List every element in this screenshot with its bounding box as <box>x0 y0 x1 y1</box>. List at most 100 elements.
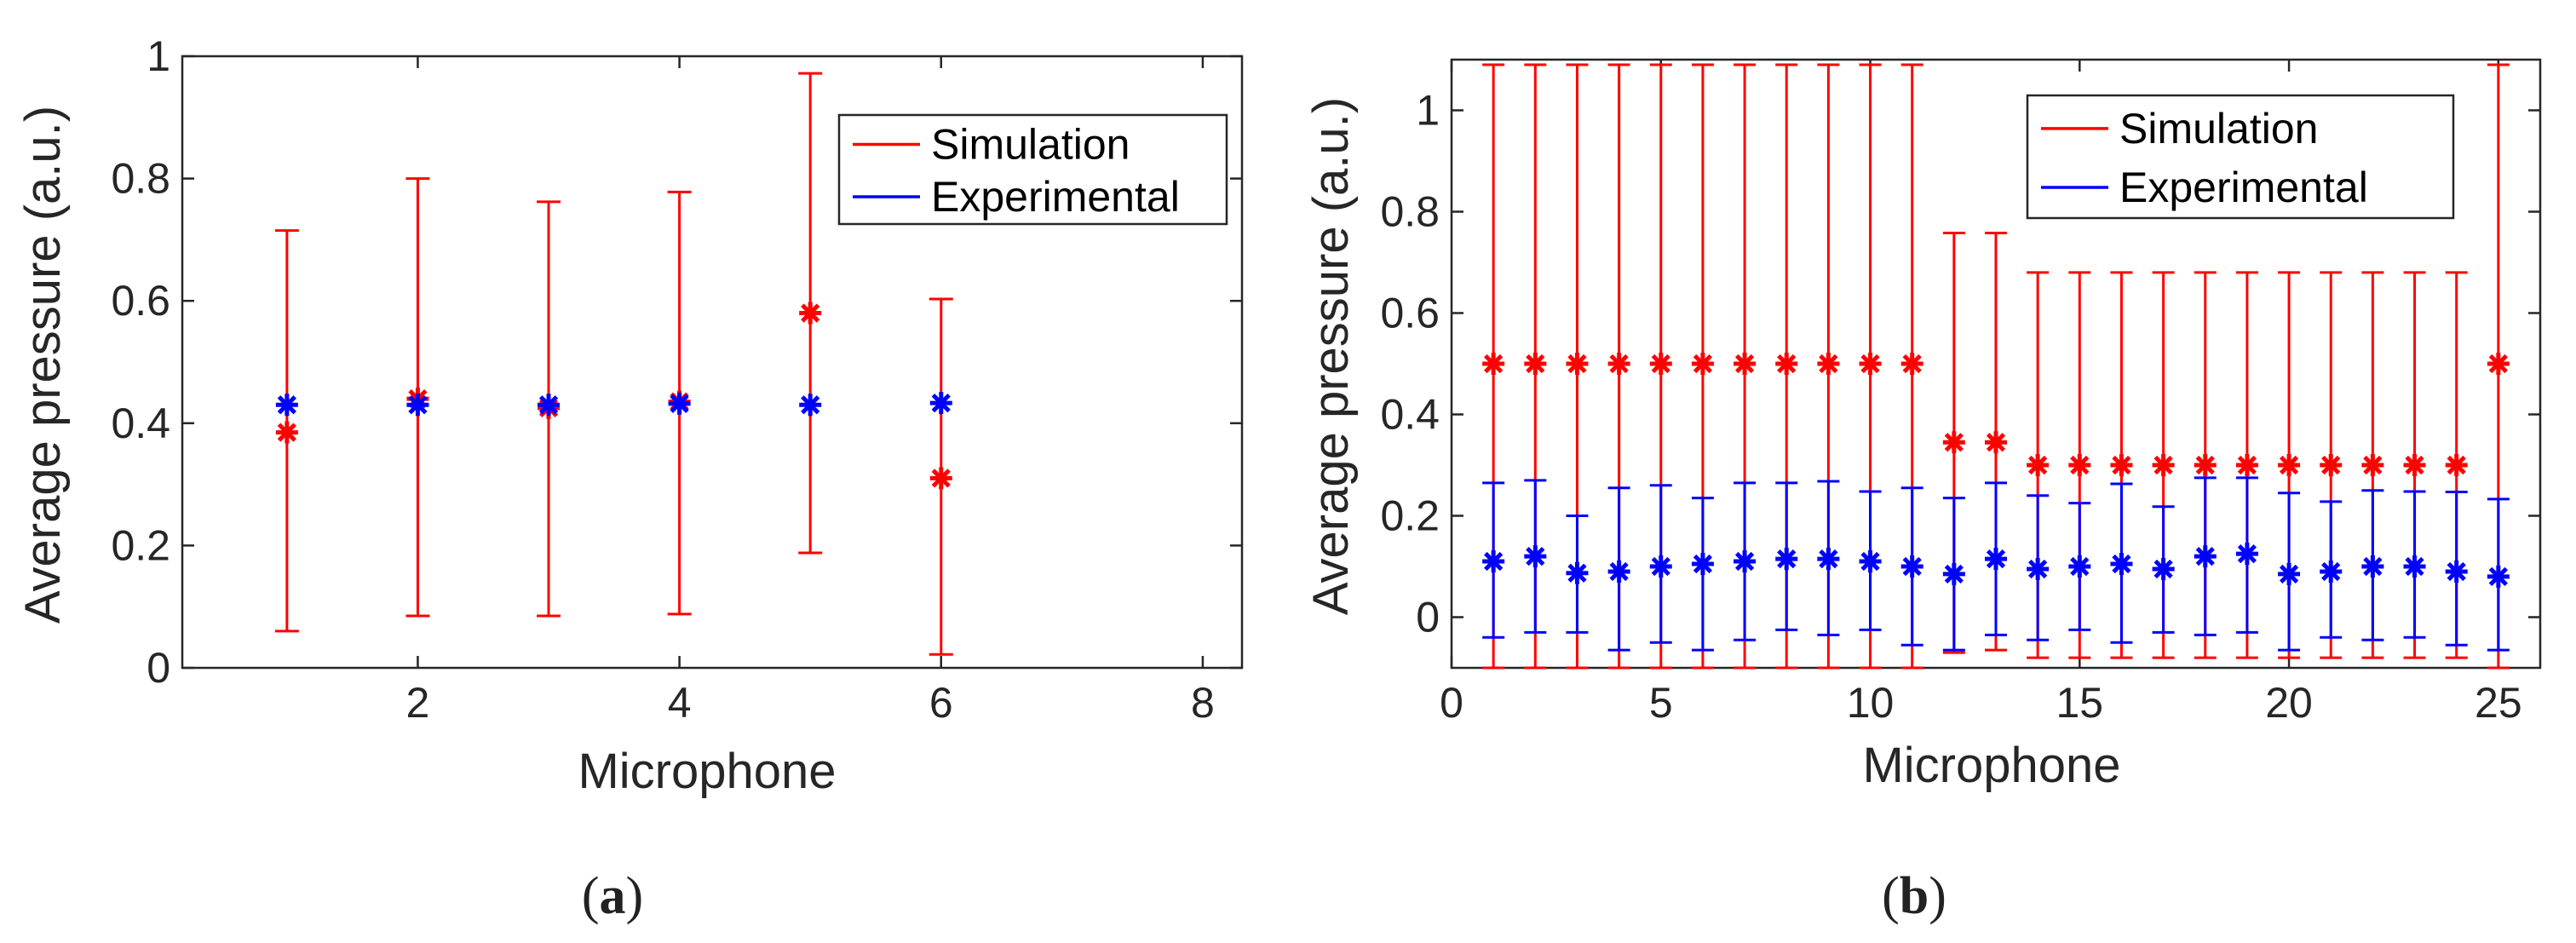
data-point-marker <box>2361 555 2384 578</box>
data-point-marker <box>929 392 952 415</box>
data-point-marker <box>2320 454 2343 476</box>
data-point-marker <box>1817 353 1840 375</box>
y-tick-label: 1 <box>147 32 170 80</box>
data-point-marker <box>1691 553 1714 576</box>
data-point-marker <box>2194 454 2217 476</box>
x-tick-label: 0 <box>1440 679 1463 727</box>
data-point-marker <box>2445 560 2468 583</box>
series-experimental <box>275 392 952 417</box>
data-point-marker <box>1734 353 1757 375</box>
data-point-marker <box>2278 454 2301 476</box>
a-x-axis-label: Microphone <box>578 744 836 799</box>
data-point-marker <box>929 467 952 490</box>
data-point-marker <box>1649 555 1672 578</box>
data-point-marker <box>1524 545 1547 568</box>
data-point-marker <box>668 392 691 415</box>
y-tick-label: 0.8 <box>1380 188 1440 236</box>
y-tick-label: 0.4 <box>1380 391 1440 439</box>
data-point-marker <box>2278 562 2301 585</box>
plot-area-frame <box>181 55 1244 670</box>
data-point-marker <box>2235 454 2258 476</box>
data-point-marker <box>1607 353 1630 375</box>
data-point-marker <box>2110 454 2133 476</box>
data-point-marker <box>2068 454 2091 476</box>
data-point-marker <box>2027 454 2050 476</box>
y-tick-label: 0.6 <box>1380 290 1440 337</box>
panel-b: 0 5 10 15 20 25 0 0.2 0.4 0.6 0.8 1 Simulation Experi… <box>1380 58 2542 727</box>
x-tick-label: 5 <box>1649 679 1673 727</box>
b-x-axis-label: Microphone <box>1862 738 2120 793</box>
a-y-axis-label: Average pressure (a.u.) <box>15 106 71 624</box>
data-point-marker <box>2235 543 2258 566</box>
plot-area-frame <box>1450 58 2542 670</box>
data-point-marker <box>2403 555 2426 578</box>
data-point-marker <box>2320 560 2343 583</box>
data-point-marker <box>2487 565 2510 588</box>
data-point-marker <box>1607 560 1630 583</box>
data-point-marker <box>2110 553 2133 576</box>
data-point-marker <box>2152 454 2175 476</box>
data-point-marker <box>1734 550 1757 573</box>
legend-label: Simulation <box>931 121 1130 169</box>
y-tick-label: 0.2 <box>1380 492 1440 540</box>
data-point-marker <box>1859 353 1882 375</box>
data-point-marker <box>2361 454 2384 476</box>
data-point-marker <box>1817 548 1840 571</box>
legend: Simulation Experimental <box>2026 94 2455 220</box>
data-point-marker <box>1566 353 1589 375</box>
data-point-marker <box>275 421 298 444</box>
y-tick-label: 0.6 <box>111 277 170 325</box>
data-point-marker <box>1942 431 1965 454</box>
data-point-marker <box>406 394 429 417</box>
y-tick-label: 0 <box>1416 594 1440 641</box>
data-point-marker <box>1900 555 1923 578</box>
data-point-marker <box>2152 557 2175 580</box>
data-point-marker <box>2487 353 2510 375</box>
data-point-marker <box>1900 353 1923 375</box>
x-tick-label: 4 <box>668 679 692 727</box>
legend-label: Simulation <box>2119 105 2318 152</box>
y-tick-label: 1 <box>1416 87 1440 135</box>
data-point-marker <box>1691 353 1714 375</box>
data-point-marker <box>2068 555 2091 578</box>
data-point-marker <box>1985 548 2007 571</box>
b-y-axis-label: Average pressure (a.u.) <box>1303 97 1359 615</box>
data-point-marker <box>1985 431 2007 454</box>
x-tick-label: 25 <box>2475 679 2522 727</box>
data-point-marker <box>1942 562 1965 585</box>
y-tick-label: 0 <box>147 644 170 692</box>
legend-label: Experimental <box>2119 164 2368 211</box>
data-point-marker <box>1775 353 1798 375</box>
legend-box <box>837 113 1228 226</box>
legend-label: Experimental <box>931 173 1180 221</box>
y-tick-label: 0.4 <box>111 400 170 447</box>
data-point-marker <box>1775 548 1798 571</box>
data-point-marker <box>2027 557 2050 580</box>
x-tick-label: 2 <box>406 679 430 727</box>
data-point-marker <box>799 302 822 325</box>
data-point-marker <box>2403 454 2426 476</box>
y-tick-label: 0.8 <box>111 155 170 203</box>
x-tick-label: 15 <box>2056 679 2103 727</box>
a-panel-caption: (a) <box>582 867 643 925</box>
data-point-marker <box>1649 353 1672 375</box>
data-point-marker <box>1859 550 1882 573</box>
y-tick-label: 0.2 <box>111 521 170 569</box>
data-point-marker <box>275 394 298 417</box>
x-tick-label: 20 <box>2265 679 2313 727</box>
b-panel-caption: (b) <box>1882 867 1946 925</box>
x-tick-label: 10 <box>1847 679 1895 727</box>
data-point-marker <box>538 394 561 417</box>
legend-box <box>2026 94 2455 220</box>
data-point-marker <box>799 394 822 417</box>
data-point-marker <box>2194 545 2217 568</box>
x-tick-label: 8 <box>1191 679 1215 727</box>
series-experimental <box>1482 476 2510 652</box>
data-point-marker <box>1566 561 1589 584</box>
data-point-marker <box>2445 454 2468 476</box>
data-point-marker <box>1524 353 1547 375</box>
data-point-marker <box>1482 353 1505 375</box>
